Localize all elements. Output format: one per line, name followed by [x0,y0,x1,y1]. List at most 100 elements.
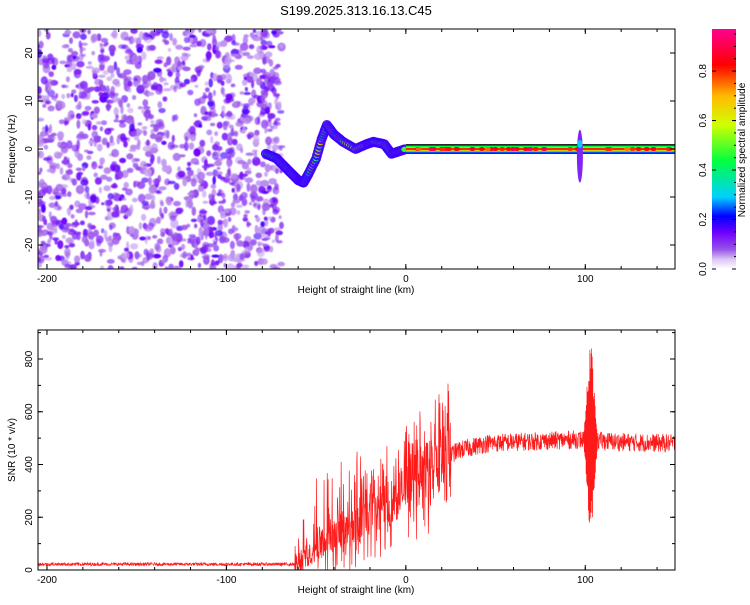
noise-blob [99,159,104,167]
noise-blob [204,111,209,115]
noise-blob [170,234,177,240]
noise-blob [229,207,237,216]
noise-blob [244,246,252,254]
noise-blob [49,195,56,201]
noise-blob [231,34,236,42]
band-blob [604,147,611,151]
noise-blob [114,170,124,180]
noise-blob [230,127,235,137]
noise-blob [141,81,150,89]
noise-blob [161,259,167,264]
noise-blob [223,263,227,268]
noise-blob [175,44,184,50]
noise-blob [126,153,134,160]
noise-blob [148,145,153,149]
noise-blob [71,89,77,94]
noise-blob [275,234,279,243]
noise-blob [61,217,68,225]
noise-blob [213,244,220,252]
noise-blob [156,190,162,194]
noise-blob [124,247,129,252]
noise-blob [154,243,160,251]
snr-frame [37,329,676,571]
colorbar-tick-label: 0.8 [698,64,709,78]
noise-blob [201,255,208,259]
noise-blob [232,227,239,232]
noise-blob [136,46,143,54]
noise-blob [81,235,88,244]
noise-blob [265,136,272,146]
noise-blob [135,166,142,171]
noise-blob [141,126,148,130]
noise-blob [278,145,283,151]
spike-halo [576,129,583,183]
noise-blob [204,232,208,240]
band-blob [478,147,485,151]
noise-blob [244,87,248,92]
noise-blob [223,36,233,43]
noise-blob [198,124,203,128]
noise-blob [98,74,106,78]
spike-blob [577,140,583,148]
noise-blob [48,211,52,219]
noise-blob [50,215,58,224]
noise-blob [221,192,226,199]
noise-blob [110,86,116,94]
noise-blob [171,134,175,143]
noise-blob [61,84,67,89]
noise-blob [143,130,148,136]
noise-blob [116,67,121,76]
noise-blob [69,37,73,44]
noise-blob [42,138,50,142]
noise-blob [73,94,78,103]
noise-blob [220,87,225,95]
noise-blob [228,181,235,186]
noise-blob [230,83,236,88]
noise-blob [106,141,110,149]
noise-blob [110,72,115,79]
noise-blob [198,226,203,235]
noise-blob [119,157,127,164]
noise-blob [275,168,279,174]
noise-blob [113,151,119,156]
noise-blob [38,208,42,216]
band-blob [469,147,476,151]
noise-blob [264,231,269,235]
noise-blob [145,113,149,122]
noise-blob [87,123,91,131]
noise-blob [121,252,130,260]
noise-blob [118,99,123,108]
noise-blob [225,148,234,155]
noise-blob [273,227,281,232]
noise-blob [193,113,198,118]
noise-blob [121,114,127,121]
noise-blob [204,81,209,86]
noise-blob [268,203,275,208]
noise-blob [53,97,57,102]
noise-blob [185,198,189,208]
noise-blob [178,260,184,268]
noise-blob [261,237,269,241]
noise-blob [197,262,202,268]
noise-blob [179,82,187,88]
noise-blob [94,177,102,185]
snr-xtick-label: -200 [37,575,57,586]
noise-blob [274,77,281,84]
noise-blob [209,200,217,205]
noise-blob [60,146,69,154]
noise-blob [80,250,85,260]
noise-blob [165,196,172,205]
noise-blob [257,115,261,125]
noise-blob [243,34,249,38]
noise-blob [212,89,216,97]
noise-blob [187,170,194,177]
noise-blob [39,130,48,137]
noise-blob [256,77,263,86]
noise-blob [247,134,252,140]
noise-blob [189,44,198,48]
noise-blob [47,239,52,244]
noise-blob [188,234,196,238]
noise-blob [81,111,90,117]
noise-blob [203,165,208,171]
noise-blob [121,170,129,179]
